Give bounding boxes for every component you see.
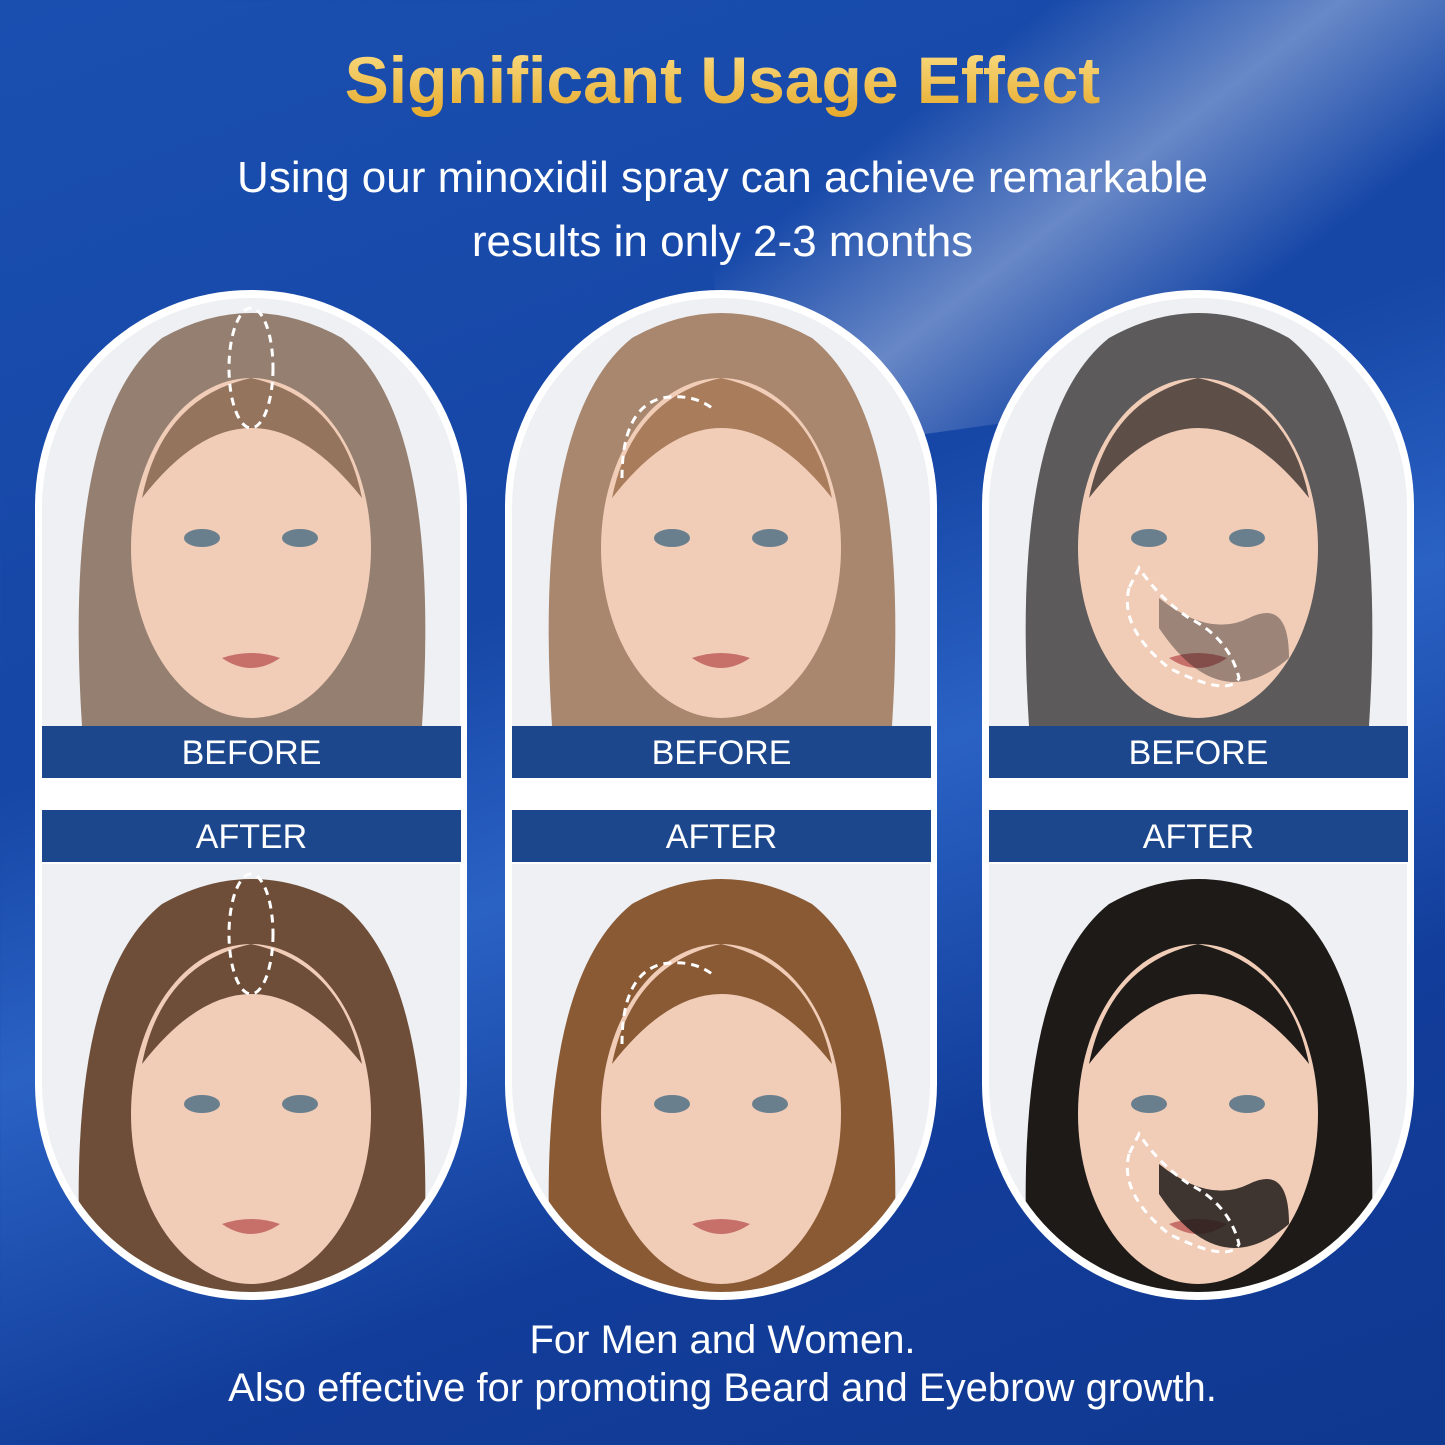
footer-line-2: Also effective for promoting Beard and E…	[228, 1366, 1217, 1410]
after-photo	[42, 864, 460, 1292]
footer-line-1: For Men and Women.	[529, 1318, 916, 1362]
before-photo	[42, 298, 460, 726]
page-title: Significant Usage Effect	[0, 42, 1445, 118]
subtitle: Using our minoxidil spray can achieve re…	[0, 146, 1445, 274]
footer: For Men and Women. Also effective for pr…	[0, 1316, 1445, 1412]
comparison-card-woman-hair-part: BEFORE AFTER	[35, 290, 467, 1300]
subtitle-line-2: results in only 2-3 months	[471, 217, 974, 266]
after-photo	[512, 864, 930, 1292]
before-photo	[512, 298, 930, 726]
after-label: AFTER	[989, 810, 1408, 862]
before-photo	[989, 298, 1407, 726]
comparison-card-man-beard: BEFORE AFTER	[982, 290, 1414, 1300]
after-photo	[989, 864, 1407, 1292]
before-label: BEFORE	[512, 726, 931, 778]
after-label: AFTER	[42, 810, 461, 862]
comparison-card-man-hairline: BEFORE AFTER	[505, 290, 937, 1300]
after-label: AFTER	[512, 810, 931, 862]
before-label: BEFORE	[42, 726, 461, 778]
before-label: BEFORE	[989, 726, 1408, 778]
subtitle-line-1: Using our minoxidil spray can achieve re…	[237, 153, 1208, 202]
